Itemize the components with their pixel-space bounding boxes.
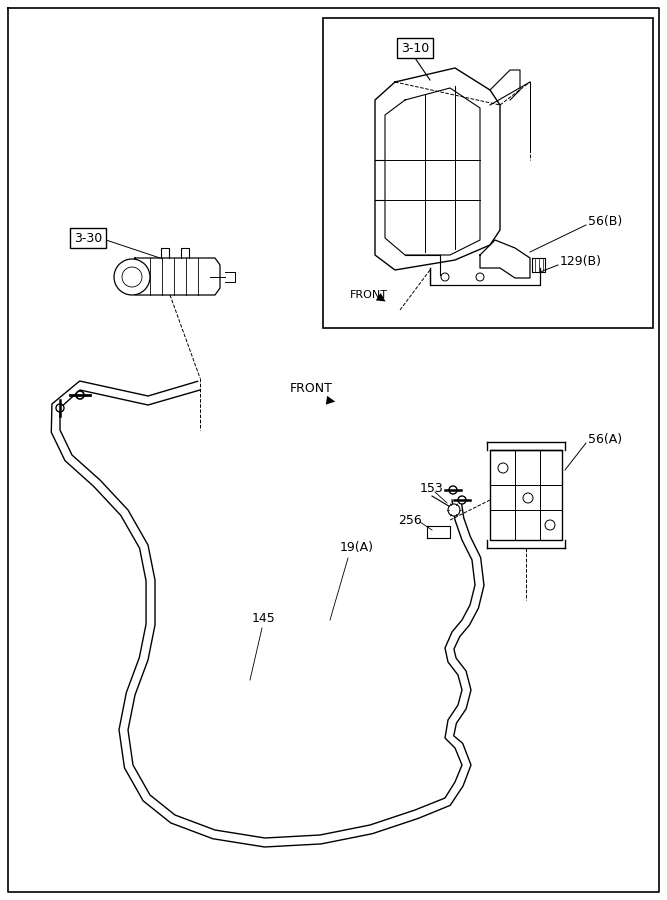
Circle shape <box>476 273 484 281</box>
Bar <box>490 450 562 540</box>
Text: 3-10: 3-10 <box>401 41 429 55</box>
Text: 56(A): 56(A) <box>588 434 622 446</box>
Circle shape <box>114 259 150 295</box>
Text: 3-30: 3-30 <box>74 231 102 245</box>
Text: 153: 153 <box>420 482 444 494</box>
Text: 19(A): 19(A) <box>340 542 374 554</box>
Text: FRONT: FRONT <box>350 290 388 300</box>
Circle shape <box>122 267 142 287</box>
Circle shape <box>545 520 555 530</box>
Circle shape <box>441 273 449 281</box>
Circle shape <box>56 404 64 412</box>
Text: 56(B): 56(B) <box>588 215 622 229</box>
Text: FRONT: FRONT <box>290 382 333 394</box>
Text: 256: 256 <box>398 514 422 526</box>
Circle shape <box>76 391 84 399</box>
Circle shape <box>498 463 508 473</box>
Circle shape <box>449 486 457 494</box>
Circle shape <box>523 493 533 503</box>
Text: 129(B): 129(B) <box>560 256 602 268</box>
Circle shape <box>458 496 466 504</box>
Bar <box>323 18 653 328</box>
Text: 145: 145 <box>252 611 275 625</box>
Circle shape <box>448 504 460 516</box>
